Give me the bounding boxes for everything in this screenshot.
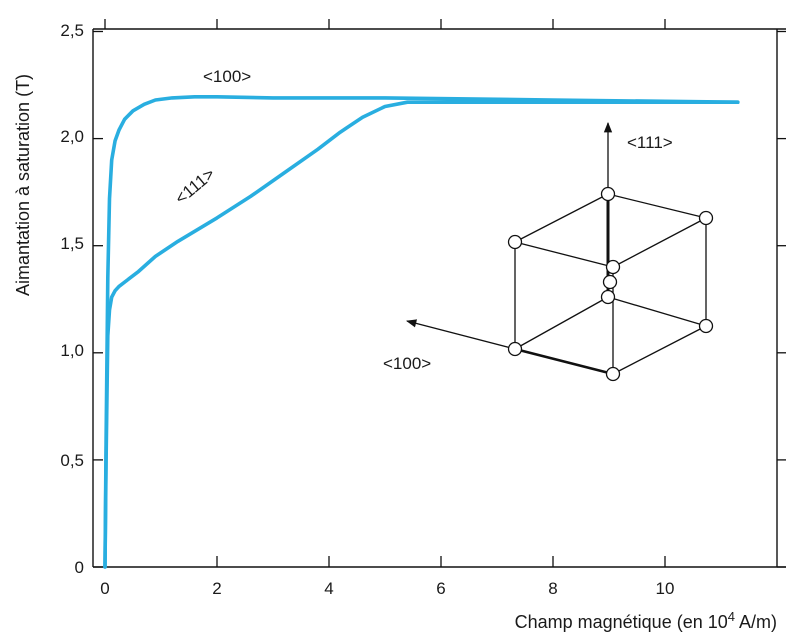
y-axis-title: Aimantation à saturation (T) [13,74,33,296]
x-axis-title-unit: A/m) [735,612,777,632]
y-tick-label: 2,5 [60,21,84,40]
y-tick-label: 2,0 [60,127,84,146]
atom [507,341,523,357]
x-tick-label: 6 [436,579,445,598]
cube-edge [514,296,609,350]
y-tick-label: 1,0 [60,341,84,360]
cube-edge [607,193,707,219]
y-tick-label: 0 [75,558,84,577]
x-axis-title-main: Champ magnétique (en 10 [515,612,728,632]
y-tick-label: 0,5 [60,451,84,470]
cube-edge [612,325,707,375]
x-tick-label: 4 [324,579,333,598]
atom-center [602,274,618,290]
curve-label-100: <100> [203,67,251,86]
atom [605,366,621,382]
axis-ticks [93,19,786,568]
x-tick-labels: 0 2 4 6 8 10 [100,579,674,598]
x-tick-label: 0 [100,579,109,598]
cube-edge [607,296,707,327]
cube-edge-100-direction [514,347,614,376]
series-line-100 [103,95,740,569]
atom [698,210,714,226]
cube-label-111: <111> [627,133,673,152]
plot-frame [92,28,786,568]
x-axis-title-exponent: 4 [728,609,735,624]
x-tick-label: 8 [548,579,557,598]
cube-edge [514,241,614,268]
atom [605,259,621,275]
curve-label-111: <111> [171,164,218,208]
atom [698,318,714,334]
y-tick-labels: 0 0,5 1,0 1,5 2,0 2,5 [60,21,84,577]
arrow-100 [405,319,516,350]
atom [507,234,523,250]
cube-label-100: <100> [383,354,431,373]
cube-edge [612,217,707,268]
y-tick-label: 1,5 [60,234,84,253]
atom [600,186,616,202]
atom [600,289,616,305]
cube-edge [514,193,609,243]
series-line-111 [103,100,740,569]
x-tick-label: 10 [656,579,675,598]
cube-inset: <111> <100> [383,121,714,382]
x-tick-label: 2 [212,579,221,598]
x-axis-title: Champ magnétique (en 104 A/m) [515,609,777,632]
